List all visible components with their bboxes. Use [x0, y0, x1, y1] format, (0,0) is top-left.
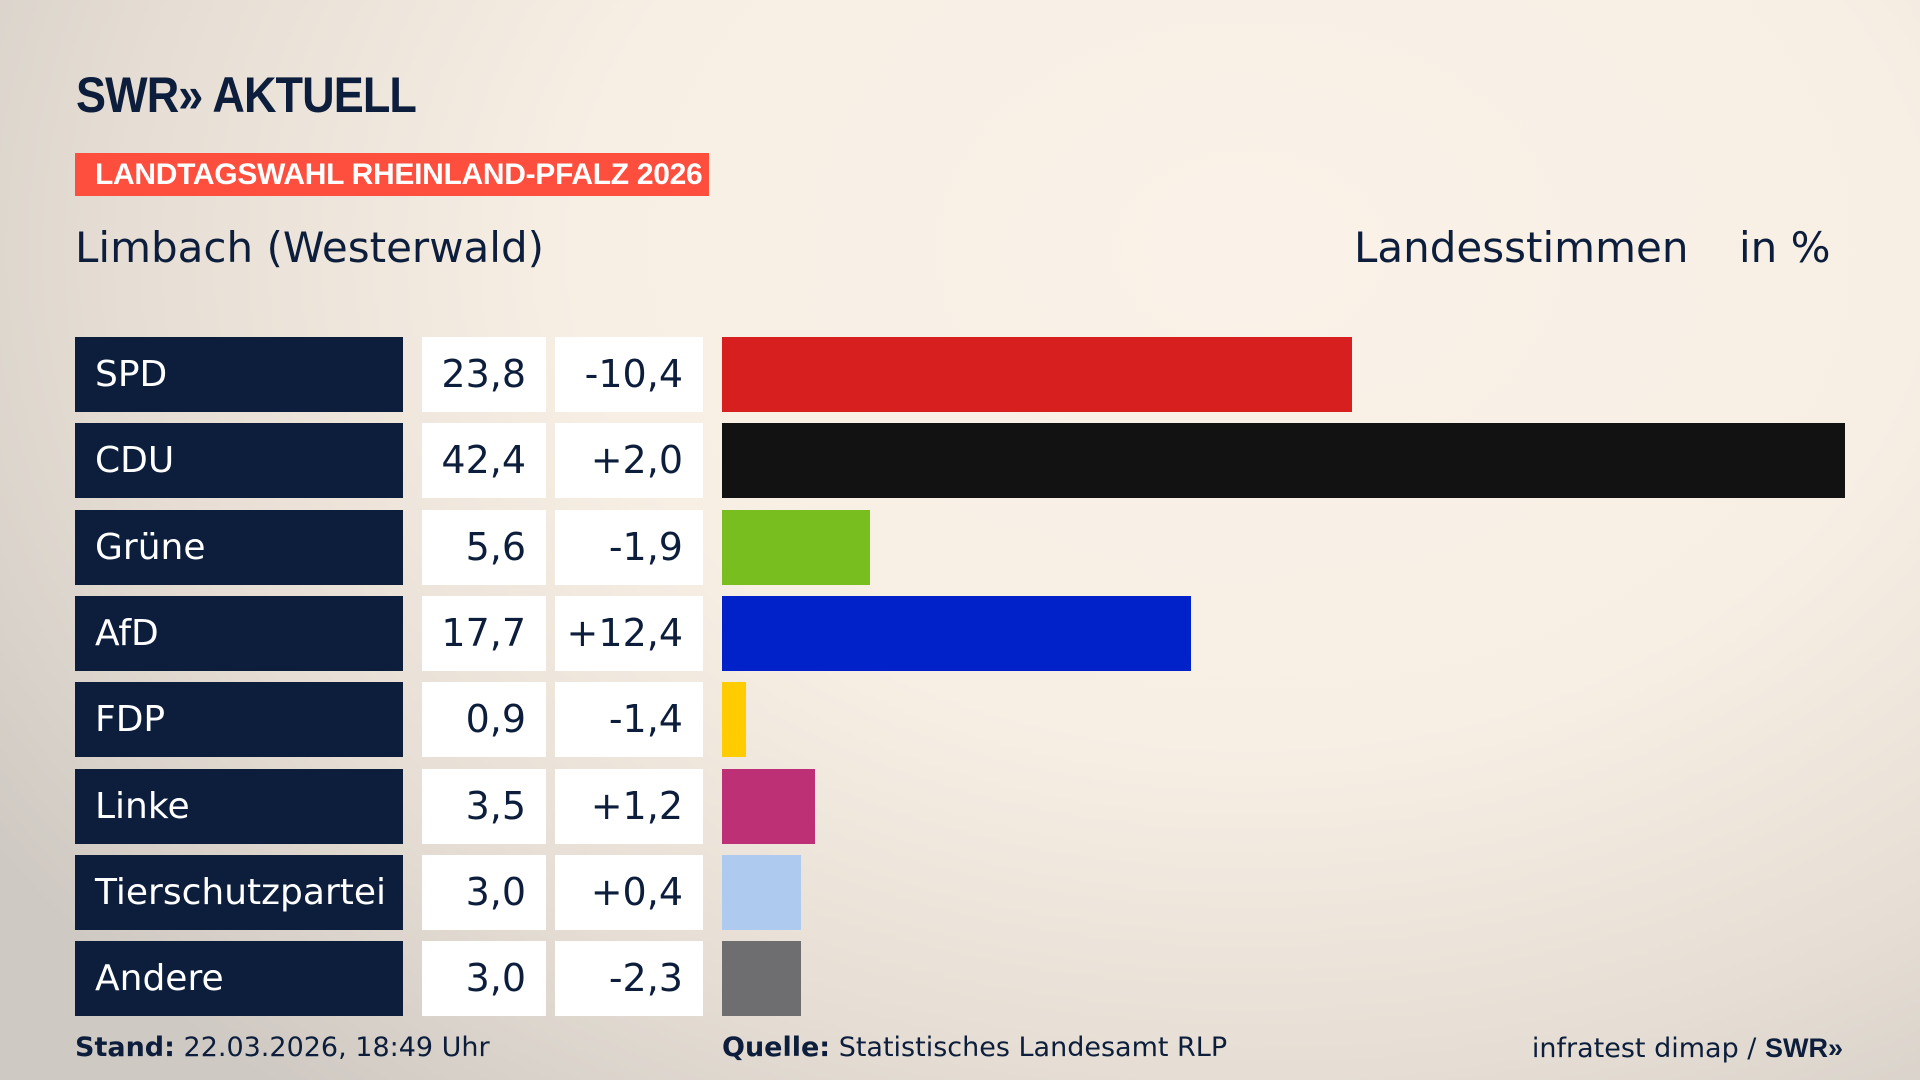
bar-andere — [722, 941, 802, 1017]
party-label: Tierschutzpartei — [75, 854, 403, 930]
party-label: AfD — [75, 595, 403, 671]
value-label: 42,4 — [422, 423, 546, 499]
party-row: Andere 3,0 -2,3 — [0, 941, 1920, 1017]
change-label: +2,0 — [555, 423, 703, 499]
swr-logo-small: SWR» — [1764, 1033, 1843, 1063]
source-label: Quelle: — [722, 1032, 831, 1063]
credit-text: infratest dimap / — [1531, 1033, 1765, 1064]
timestamp: Stand: 22.03.2026, 18:49 Uhr — [75, 1030, 490, 1066]
change-label: -1,9 — [555, 509, 703, 585]
party-row: Grüne 5,6 -1,9 — [0, 509, 1920, 585]
change-label: +12,4 — [555, 595, 703, 671]
change-label: -10,4 — [555, 337, 703, 412]
change-label: +0,4 — [555, 854, 703, 930]
party-row: AfD 17,7 +12,4 — [0, 595, 1920, 671]
vote-type-label: Landesstimmen — [1354, 223, 1689, 272]
party-row: CDU 42,4 +2,0 — [0, 423, 1920, 499]
value-label: 0,9 — [422, 682, 546, 758]
value-label: 23,8 — [422, 337, 546, 412]
party-label: FDP — [75, 682, 403, 758]
bar-fdp — [722, 682, 746, 758]
bar-cdu — [722, 423, 1845, 499]
value-label: 5,6 — [422, 509, 546, 585]
bar-afd — [722, 595, 1191, 671]
bar-grüne — [722, 509, 871, 585]
value-label: 3,0 — [422, 854, 546, 930]
party-row: Tierschutzpartei 3,0 +0,4 — [0, 854, 1920, 930]
source: Quelle: Statistisches Landesamt RLP — [722, 1030, 1227, 1066]
credit: infratest dimap / SWR» — [1532, 1030, 1843, 1067]
value-label: 3,0 — [422, 941, 546, 1017]
stand-value: 22.03.2026, 18:49 Uhr — [183, 1032, 490, 1063]
party-label: Grüne — [75, 509, 403, 585]
party-row: SPD 23,8 -10,4 — [0, 337, 1920, 412]
source-value: Statistisches Landesamt RLP — [838, 1032, 1228, 1063]
change-label: -1,4 — [555, 682, 703, 758]
party-label: CDU — [75, 423, 403, 499]
unit-label: in % — [1739, 223, 1831, 272]
party-label: Linke — [75, 768, 403, 844]
location-title: Limbach (Westerwald) — [75, 223, 544, 272]
bar-linke — [722, 768, 815, 844]
election-banner: LANDTAGSWAHL RHEINLAND-PFALZ 2026 — [75, 153, 709, 196]
party-label: SPD — [75, 337, 403, 412]
value-label: 3,5 — [422, 768, 546, 844]
bar-spd — [722, 337, 1353, 412]
stand-label: Stand: — [75, 1032, 175, 1063]
change-label: -2,3 — [555, 941, 703, 1017]
bar-tierschutzpartei — [722, 854, 802, 930]
party-label: Andere — [75, 941, 403, 1017]
party-row: Linke 3,5 +1,2 — [0, 768, 1920, 844]
change-label: +1,2 — [555, 768, 703, 844]
swr-aktuell-logo: SWR» AKTUELL — [76, 67, 417, 123]
value-label: 17,7 — [422, 595, 546, 671]
party-row: FDP 0,9 -1,4 — [0, 682, 1920, 758]
